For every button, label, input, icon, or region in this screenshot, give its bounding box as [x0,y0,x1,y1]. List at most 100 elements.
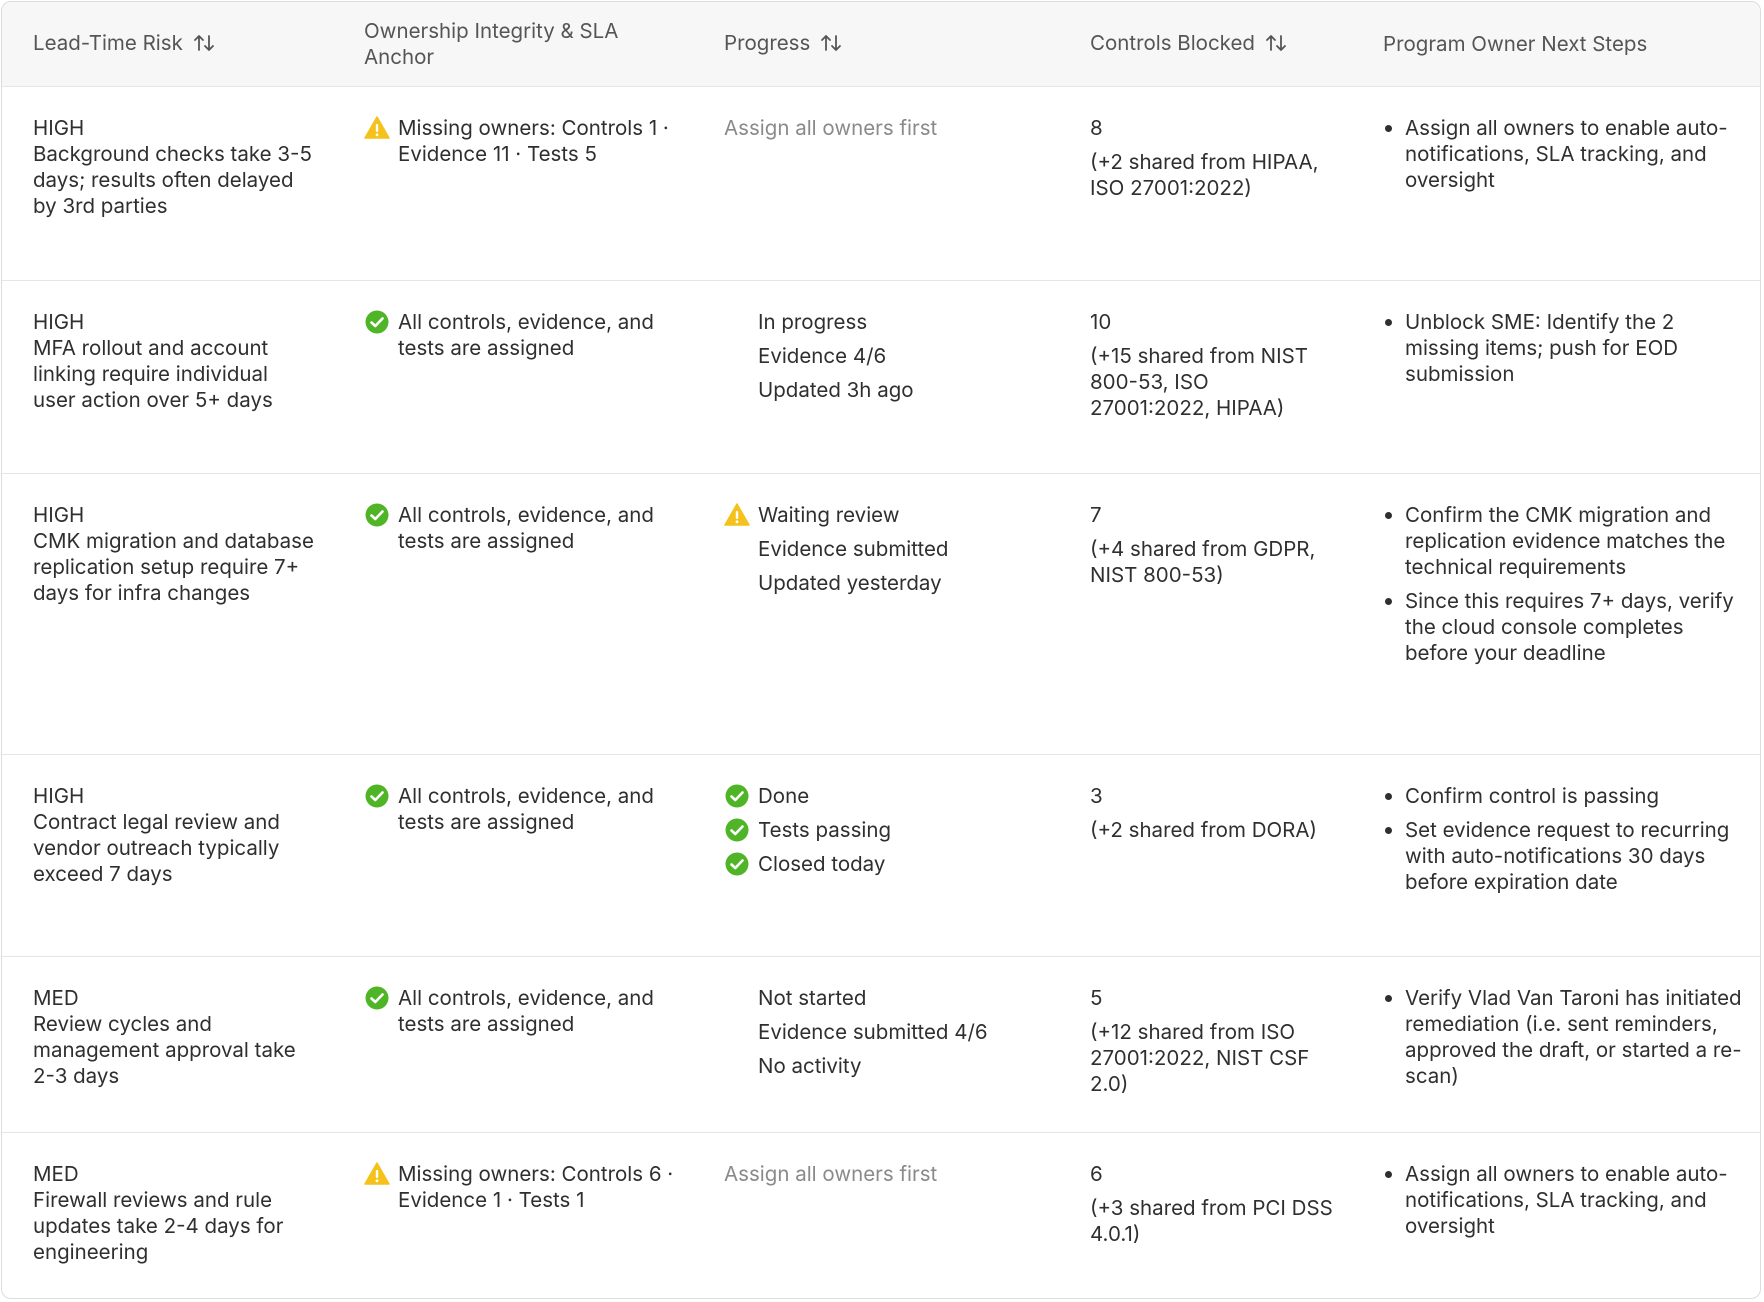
risk-description: CMK migration and database replication s… [33,528,314,605]
next-steps-list: Unblock SME: Identify the 2 missing item… [1383,309,1744,387]
risk-level: HIGH [33,502,85,527]
status-icon [724,1019,750,1045]
progress-line: Done [724,783,1041,809]
progress-note: Assign all owners first [724,115,938,140]
risk-level: HIGH [33,309,85,334]
blocked-cell: 5 (+12 shared from ISO 27001:2022, NIST C… [1059,956,1352,1133]
ownership-cell: All controls, evidence, and tests are as… [333,280,693,474]
header-row: Lead-Time Risk Ownership Integrity & SLA … [2,2,1760,87]
blocked-count: 8 [1090,115,1103,140]
column-header: Ownership Integrity & SLA Anchor [333,2,693,87]
status-icon [724,309,750,335]
next-steps-cell: Verify Vlad Van Taroni has initiated rem… [1352,956,1760,1133]
status-icon [724,377,750,403]
progress-text: No activity [758,1053,862,1078]
progress-text: Evidence submitted 4/6 [758,1019,988,1044]
status-icon [724,570,750,596]
sort-icon[interactable] [193,33,215,59]
progress-text: Evidence 4/6 [758,343,887,368]
status-icon [724,985,750,1011]
column-header[interactable]: Controls Blocked [1059,2,1352,87]
progress-text: Evidence submitted [758,536,949,561]
column-header: Program Owner Next Steps [1352,2,1760,87]
column-label: Ownership Integrity & SLA Anchor [364,18,619,69]
progress-text: Tests passing [758,817,892,842]
column-label: Progress [724,29,811,55]
ownership-cell: All controls, evidence, and tests are as… [333,956,693,1133]
next-steps-cell: Confirm the CMK migration and replicatio… [1352,473,1760,755]
next-steps-cell: Assign all owners to enable auto-notific… [1352,1133,1760,1299]
risk-cell: HIGH CMK migration and database replicati… [2,473,333,755]
progress-line: Updated yesterday [724,570,1041,596]
progress-text: Updated yesterday [758,570,942,595]
ownership-text: All controls, evidence, and tests are as… [398,985,654,1036]
progress-line: Evidence submitted 4/6 [724,1019,1041,1045]
progress-cell: Assign all owners first [693,86,1059,281]
next-step: Unblock SME: Identify the 2 missing item… [1405,309,1744,387]
progress-line: In progress [724,309,1041,335]
status-icon [724,817,750,843]
risk-cell: HIGH MFA rollout and account linking requ… [2,280,333,474]
next-step: Assign all owners to enable auto-notific… [1405,1161,1744,1239]
risk-cell: HIGH Background checks take 3-5 days; res… [2,86,333,281]
blocked-cell: 8 (+2 shared from HIPAA, ISO 27001:2022) [1059,86,1352,281]
ownership-status: All controls, evidence, and tests are as… [364,783,675,835]
next-steps-cell: Confirm control is passing Set evidence r… [1352,754,1760,957]
column-label: Lead-Time Risk [33,29,183,55]
risk-level: HIGH [33,783,85,808]
sort-icon[interactable] [820,33,842,59]
progress-line: Closed today [724,851,1041,877]
column-header[interactable]: Lead-Time Risk [2,2,333,87]
next-steps-list: Confirm the CMK migration and replicatio… [1383,502,1744,666]
status-icon [364,1161,390,1187]
next-steps-list: Verify Vlad Van Taroni has initiated rem… [1383,985,1744,1089]
progress-text: Closed today [758,851,886,876]
progress-cell: Done Tests passing Closed today [693,754,1059,957]
next-steps-cell: Unblock SME: Identify the 2 missing item… [1352,280,1760,474]
blocked-cell: 3 (+2 shared from DORA) [1059,754,1352,957]
progress-note: Assign all owners first [724,1161,938,1186]
status-icon [724,502,750,528]
sort-icon[interactable] [1265,33,1287,59]
progress-text: Done [758,783,810,808]
status-icon [724,783,750,809]
ownership-cell: Missing owners: Controls 1 · Evidence 11… [333,86,693,281]
progress-line: Tests passing [724,817,1041,843]
status-icon [364,985,390,1011]
blocked-cell: 10 (+15 shared from NIST 800-53, ISO 2700… [1059,280,1352,474]
progress-cell: In progress Evidence 4/6 Updated 3h ago [693,280,1059,474]
blocked-shared: (+2 shared from HIPAA, ISO 27001:2022) [1090,149,1319,200]
next-step: Verify Vlad Van Taroni has initiated rem… [1405,985,1744,1089]
progress-cell: Waiting review Evidence submitted Updated … [693,473,1059,755]
blocked-shared: (+12 shared from ISO 27001:2022, NIST CS… [1090,1019,1310,1096]
risk-cell: MED Review cycles and management approval… [2,956,333,1133]
progress-line: Updated 3h ago [724,377,1041,403]
column-label: Controls Blocked [1090,29,1255,55]
status-icon [724,851,750,877]
risk-description: Contract legal review and vendor outreac… [33,809,280,886]
ownership-cell: Missing owners: Controls 6 · Evidence 1 … [333,1133,693,1299]
blocked-count: 5 [1090,985,1103,1010]
risk-level: HIGH [33,115,85,140]
progress-line: Not started [724,985,1041,1011]
status-icon [364,783,390,809]
ownership-text: Missing owners: Controls 1 · Evidence 11… [398,115,669,166]
table-row: MED Review cycles and management approval… [2,956,1760,1133]
column-header[interactable]: Progress [693,2,1059,87]
status-icon [724,536,750,562]
ownership-text: All controls, evidence, and tests are as… [398,783,654,834]
progress-text: In progress [758,309,868,334]
blocked-count: 3 [1090,783,1103,808]
risk-cell: HIGH Contract legal review and vendor out… [2,754,333,957]
ownership-cell: All controls, evidence, and tests are as… [333,754,693,957]
risk-description: MFA rollout and account linking require … [33,335,273,412]
ownership-status: All controls, evidence, and tests are as… [364,502,675,554]
status-icon [724,343,750,369]
progress-cell: Assign all owners first [693,1133,1059,1299]
progress-line: No activity [724,1053,1041,1079]
status-icon [364,309,390,335]
table-row: HIGH Background checks take 3-5 days; res… [2,86,1760,281]
